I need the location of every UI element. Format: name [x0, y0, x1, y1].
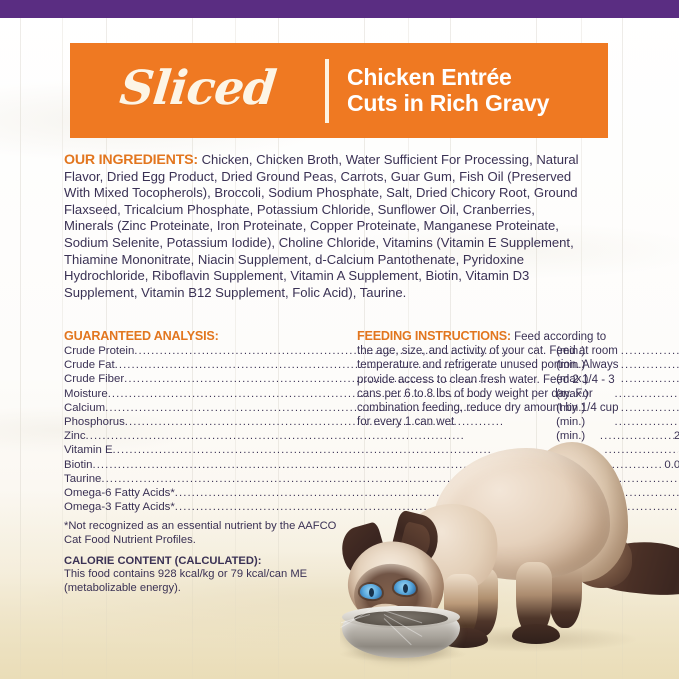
- nutrient-name: Zinc....................................…: [64, 430, 465, 443]
- brand-script-text: Sliced: [117, 61, 279, 116]
- ingredients-heading: OUR INGREDIENTS:: [64, 152, 198, 168]
- cat-eating-photo: [340, 438, 679, 679]
- nutrient-value: ........................................…: [620, 487, 679, 500]
- guaranteed-analysis-row: Crude Protein...........................…: [64, 344, 679, 358]
- nutrient-name: Vitamin E...............................…: [64, 444, 492, 457]
- guaranteed-analysis-row: Taurine.................................…: [64, 472, 679, 486]
- nutrient-name: Calcium.................................…: [64, 401, 485, 414]
- nutrient-value: ........................................…: [614, 387, 679, 400]
- nutrient-value: ........................................…: [620, 373, 679, 386]
- guaranteed-analysis-row: Crude Fiber.............................…: [64, 372, 679, 386]
- nutrient-name: Taurine.................................…: [64, 472, 481, 485]
- nutrient-qualifier: (max.): [556, 387, 589, 400]
- nutrient-value: ........................................…: [599, 430, 679, 443]
- guaranteed-analysis-section: GUARANTEED ANALYSIS: Crude Protein......…: [64, 329, 679, 595]
- top-purple-bar: [0, 0, 679, 18]
- guaranteed-analysis-row: Vitamin E...............................…: [64, 443, 679, 457]
- nutrient-value: ........................................…: [614, 416, 679, 429]
- cat-rear-paw: [512, 624, 560, 644]
- nutrient-qualifier: (max.): [556, 373, 589, 386]
- nutrient-value: ........................................…: [614, 472, 679, 485]
- guaranteed-analysis-row: Zinc....................................…: [64, 429, 679, 443]
- calorie-content-heading: CALORIE CONTENT (CALCULATED):: [64, 554, 262, 567]
- nutrient-name: Crude Fat...............................…: [64, 359, 494, 372]
- guaranteed-analysis-row: Moisture................................…: [64, 387, 679, 401]
- food-bowl-contents: [354, 611, 448, 626]
- product-banner: Sliced Chicken Entrée Cuts in Rich Gravy: [70, 43, 608, 138]
- nutrient-qualifier: (min.): [556, 345, 586, 357]
- nutrient-value: ........................................…: [620, 359, 679, 372]
- guaranteed-analysis-row: Calcium.................................…: [64, 401, 679, 415]
- product-name-line-1: Chicken Entrée: [347, 63, 512, 90]
- nutrient-name: Crude Protein...........................…: [64, 345, 514, 357]
- nutrient-value: ........................................…: [614, 501, 679, 514]
- feeding-instructions-heading: FEEDING INSTRUCTIONS:: [357, 329, 511, 343]
- nutrient-value: ........................................…: [620, 345, 679, 357]
- ingredients-body: Chicken, Chicken Broth, Water Sufficient…: [64, 152, 579, 300]
- feeding-instructions-body: Feed according to the age, size, and act…: [357, 331, 619, 429]
- guaranteed-analysis-row: Phosphorus..............................…: [64, 415, 679, 429]
- banner-divider: [325, 58, 329, 123]
- calorie-content-body: This food contains 928 kcal/kg or 79 kca…: [64, 568, 308, 594]
- product-name-line-2: Cuts in Rich Gravy: [347, 89, 550, 116]
- nutrient-qualifier: (min.): [556, 359, 586, 372]
- cat-pupil-right: [403, 584, 408, 593]
- nutrient-qualifier: (min.): [556, 416, 586, 429]
- nutrient-name: Crude Fiber.............................…: [64, 373, 504, 386]
- guaranteed-analysis-row: Crude Fat...............................…: [64, 358, 679, 372]
- cat-rear-leg-near: [516, 562, 552, 636]
- product-name-block: Chicken Entrée Cuts in Rich Gravy: [347, 63, 608, 117]
- nutrient-name: Biotin..................................…: [64, 458, 472, 471]
- guaranteed-analysis-footer: *Not recognized as an essential nutrient…: [64, 520, 352, 595]
- nutrient-name: Phosphorus..............................…: [64, 416, 505, 429]
- aafco-footnote: *Not recognized as an essential nutrient…: [64, 520, 337, 547]
- feeding-instructions-section: FEEDING INSTRUCTIONS: Feed according to …: [357, 329, 620, 429]
- ingredients-section: OUR INGREDIENTS: Chicken, Chicken Broth,…: [64, 152, 580, 301]
- cat-pupil-left: [369, 588, 374, 597]
- nutrient-qualifier: (min.): [556, 401, 586, 414]
- nutrient-value: ........................................…: [620, 401, 679, 414]
- nutrient-name: Moisture................................…: [64, 387, 488, 400]
- nutrient-qualifier: (min.): [556, 430, 586, 443]
- guaranteed-analysis-heading: GUARANTEED ANALYSIS:: [64, 329, 219, 343]
